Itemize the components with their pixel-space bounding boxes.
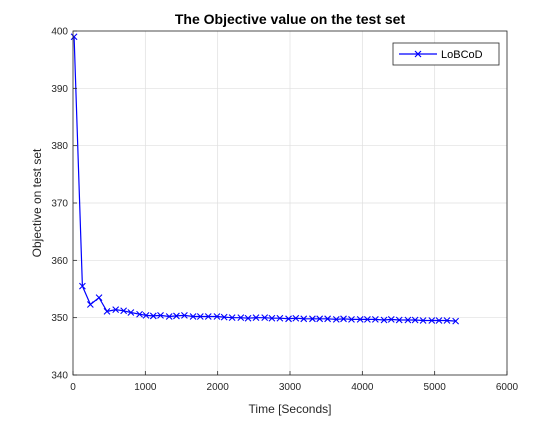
data-point-marker	[300, 315, 308, 323]
data-point-marker	[356, 315, 364, 323]
data-point-marker	[387, 315, 395, 323]
data-point-marker	[316, 315, 324, 323]
data-point-marker	[213, 313, 221, 320]
y-tick-label: 390	[51, 84, 68, 95]
y-axis-label: Objective on test set	[30, 148, 44, 257]
data-point-marker	[136, 310, 143, 318]
data-point-marker	[204, 313, 212, 320]
data-point-marker	[228, 314, 236, 322]
data-point-marker	[173, 312, 180, 320]
y-tick-label: 370	[51, 199, 68, 210]
legend: LoBCoD	[392, 42, 500, 66]
x-tick-label: 0	[70, 382, 76, 393]
data-point-marker	[276, 314, 284, 322]
data-point-marker	[103, 307, 111, 315]
data-point-marker	[165, 313, 173, 320]
data-point-marker	[127, 309, 135, 316]
data-point-marker	[395, 316, 403, 324]
x-tick-label: 1000	[134, 382, 157, 393]
series-layer	[70, 33, 460, 325]
data-point-marker	[252, 314, 260, 322]
data-point-marker	[404, 316, 412, 324]
data-point-marker	[309, 315, 316, 323]
data-point-marker	[348, 315, 355, 323]
data-point-marker	[285, 315, 292, 323]
data-point-marker	[95, 294, 103, 301]
data-point-marker	[292, 314, 300, 322]
data-point-marker	[419, 317, 427, 324]
x-tick-label: 2000	[207, 382, 230, 393]
y-tick-label: 340	[51, 371, 68, 382]
x-tick-label: 3000	[279, 382, 302, 393]
data-point-marker	[428, 317, 436, 324]
data-point-marker	[181, 311, 188, 319]
data-point-marker	[86, 301, 94, 308]
data-point-marker	[120, 307, 128, 315]
y-tick-label: 350	[51, 313, 68, 324]
data-point-marker	[340, 315, 347, 323]
data-point-marker	[380, 316, 388, 324]
y-tick-label: 400	[51, 27, 68, 38]
data-point-marker	[142, 311, 150, 319]
data-point-marker	[149, 312, 157, 320]
axis-ticks: 0 1000 2000 3000 4000 5000 6000 340 350 360 370 380…	[51, 27, 518, 394]
x-axis-label: Time [Seconds]	[249, 402, 332, 416]
data-point-marker	[268, 314, 276, 322]
data-point-marker	[435, 317, 443, 324]
data-point-marker	[411, 316, 419, 324]
x-tick-label: 6000	[496, 382, 519, 393]
y-tick-label: 360	[51, 256, 68, 267]
data-point-marker	[332, 315, 340, 323]
data-point-marker	[443, 317, 451, 324]
data-point-marker	[157, 311, 164, 319]
data-point-marker	[364, 315, 371, 323]
data-point-marker	[189, 313, 197, 320]
data-point-marker	[452, 317, 460, 325]
legend-marker	[414, 50, 422, 58]
data-point-marker	[70, 33, 78, 41]
data-point-marker	[79, 282, 86, 290]
data-point-marker	[371, 315, 379, 323]
legend-box	[392, 42, 500, 66]
data-point-marker	[237, 314, 245, 322]
data-point-marker	[261, 314, 269, 322]
series-lobcod	[70, 33, 460, 325]
chart-title: The Objective value on the test set	[175, 11, 406, 27]
data-point-marker	[324, 315, 332, 323]
data-point-marker	[196, 313, 204, 320]
x-tick-label: 4000	[351, 382, 374, 393]
data-point-marker	[244, 314, 252, 322]
y-tick-label: 380	[51, 141, 68, 152]
x-tick-label: 5000	[424, 382, 447, 393]
data-point-marker	[112, 306, 120, 314]
data-point-marker	[220, 313, 228, 321]
legend-label: LoBCoD	[441, 49, 483, 61]
